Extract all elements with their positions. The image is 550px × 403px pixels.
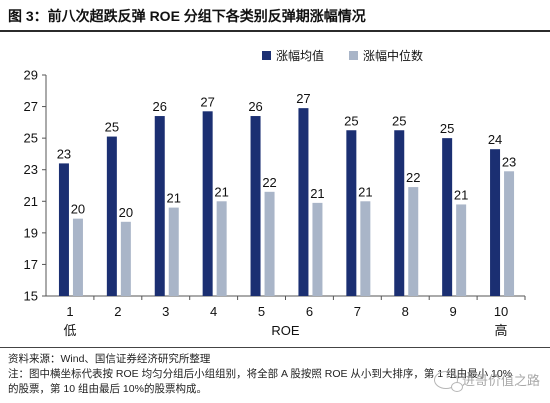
data-label: 27 <box>200 94 214 109</box>
bar <box>360 201 371 296</box>
x-tick-label: 7 <box>354 304 361 319</box>
data-label: 23 <box>57 146 71 161</box>
y-tick-label: 23 <box>24 162 38 177</box>
legend-label: 涨幅中位数 <box>363 48 423 63</box>
x-tick-label: 9 <box>450 304 457 319</box>
data-label: 23 <box>502 154 516 169</box>
data-label: 25 <box>105 120 119 135</box>
data-label: 25 <box>440 121 454 136</box>
watermark-text: 进哥价值之路 <box>461 373 540 388</box>
title-divider <box>0 30 550 32</box>
data-label: 21 <box>358 184 372 199</box>
y-tick-label: 29 <box>24 68 38 83</box>
bar <box>72 218 83 296</box>
data-label: 24 <box>488 132 502 147</box>
x-tick-label: 4 <box>210 304 217 319</box>
bar <box>250 116 261 297</box>
y-tick-label: 27 <box>24 99 38 114</box>
bar <box>504 171 515 296</box>
data-label: 20 <box>71 202 85 217</box>
y-tick-label: 19 <box>24 225 38 240</box>
bar <box>456 204 467 296</box>
legend-swatch <box>349 51 358 60</box>
x-low-label: 低 <box>63 323 76 338</box>
bar <box>490 149 501 296</box>
bar-chart: 1517192123252729232012520226213272142622… <box>24 48 526 338</box>
wechat-icon <box>433 370 463 392</box>
data-label: 22 <box>262 175 276 190</box>
bar <box>264 191 275 296</box>
bar <box>58 163 69 296</box>
x-tick-label: 3 <box>162 304 169 319</box>
y-tick-label: 17 <box>24 257 38 272</box>
bar <box>202 111 213 296</box>
data-label: 25 <box>392 113 406 128</box>
data-label: 25 <box>344 113 358 128</box>
footnote-line-1: 注：图中横坐标代表按 ROE 均匀分组后小组组别，将全部 A 股按照 ROE 从… <box>8 368 513 380</box>
data-label: 21 <box>167 191 181 206</box>
data-label: 26 <box>248 99 262 114</box>
data-label: 20 <box>119 205 133 220</box>
x-tick-label: 1 <box>66 304 73 319</box>
footnote-line-2: 的股票，第 10 组由最后 10%的股票构成。 <box>8 383 207 395</box>
data-label: 21 <box>454 187 468 202</box>
x-tick-label: 8 <box>402 304 409 319</box>
legend-swatch <box>262 51 271 60</box>
watermark: 进哥价值之路 <box>433 370 540 392</box>
notes-block: 资料来源：Wind、国信证券经济研究所整理 注：图中横坐标代表按 ROE 均匀分… <box>8 352 542 397</box>
data-label: 21 <box>214 184 228 199</box>
bar <box>346 130 357 296</box>
bar <box>216 201 227 296</box>
bar <box>442 138 453 296</box>
legend-label: 涨幅均值 <box>276 48 324 63</box>
x-tick-label: 2 <box>114 304 121 319</box>
data-label: 22 <box>406 170 420 185</box>
y-tick-label: 25 <box>24 131 38 146</box>
notes-divider <box>0 347 550 348</box>
bar <box>106 136 117 296</box>
bar <box>394 130 405 296</box>
bar <box>312 202 323 296</box>
x-high-label: 高 <box>495 323 508 338</box>
figure-title: 图 3：前八次超跌反弹 ROE 分组下各类别反弹期涨幅情况 <box>8 8 366 24</box>
x-tick-label: 6 <box>306 304 313 319</box>
bar <box>120 221 131 296</box>
bar <box>408 187 419 296</box>
bar <box>154 116 165 297</box>
data-label: 27 <box>296 91 310 106</box>
data-label: 26 <box>153 99 167 114</box>
y-tick-label: 15 <box>24 289 38 304</box>
source-note: 资料来源：Wind、国信证券经济研究所整理 <box>8 353 211 365</box>
x-axis-label: ROE <box>271 323 300 338</box>
x-tick-label: 5 <box>258 304 265 319</box>
y-tick-label: 21 <box>24 194 38 209</box>
bar <box>298 108 309 297</box>
data-label: 21 <box>310 186 324 201</box>
x-tick-label: 10 <box>494 304 508 319</box>
bar <box>168 207 179 296</box>
